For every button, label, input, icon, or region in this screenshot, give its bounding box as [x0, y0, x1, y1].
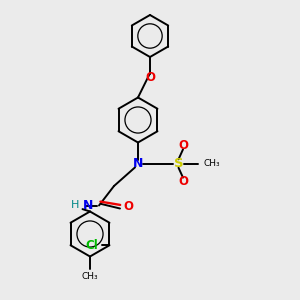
Text: Cl: Cl [85, 239, 98, 252]
Text: N: N [133, 157, 143, 170]
Text: O: O [178, 139, 188, 152]
Text: O: O [178, 175, 188, 188]
Text: CH₃: CH₃ [82, 272, 98, 281]
Text: N: N [82, 199, 93, 212]
Text: O: O [145, 70, 155, 84]
Text: S: S [174, 157, 183, 170]
Text: CH₃: CH₃ [204, 159, 220, 168]
Text: O: O [123, 200, 133, 213]
Text: H: H [71, 200, 80, 210]
